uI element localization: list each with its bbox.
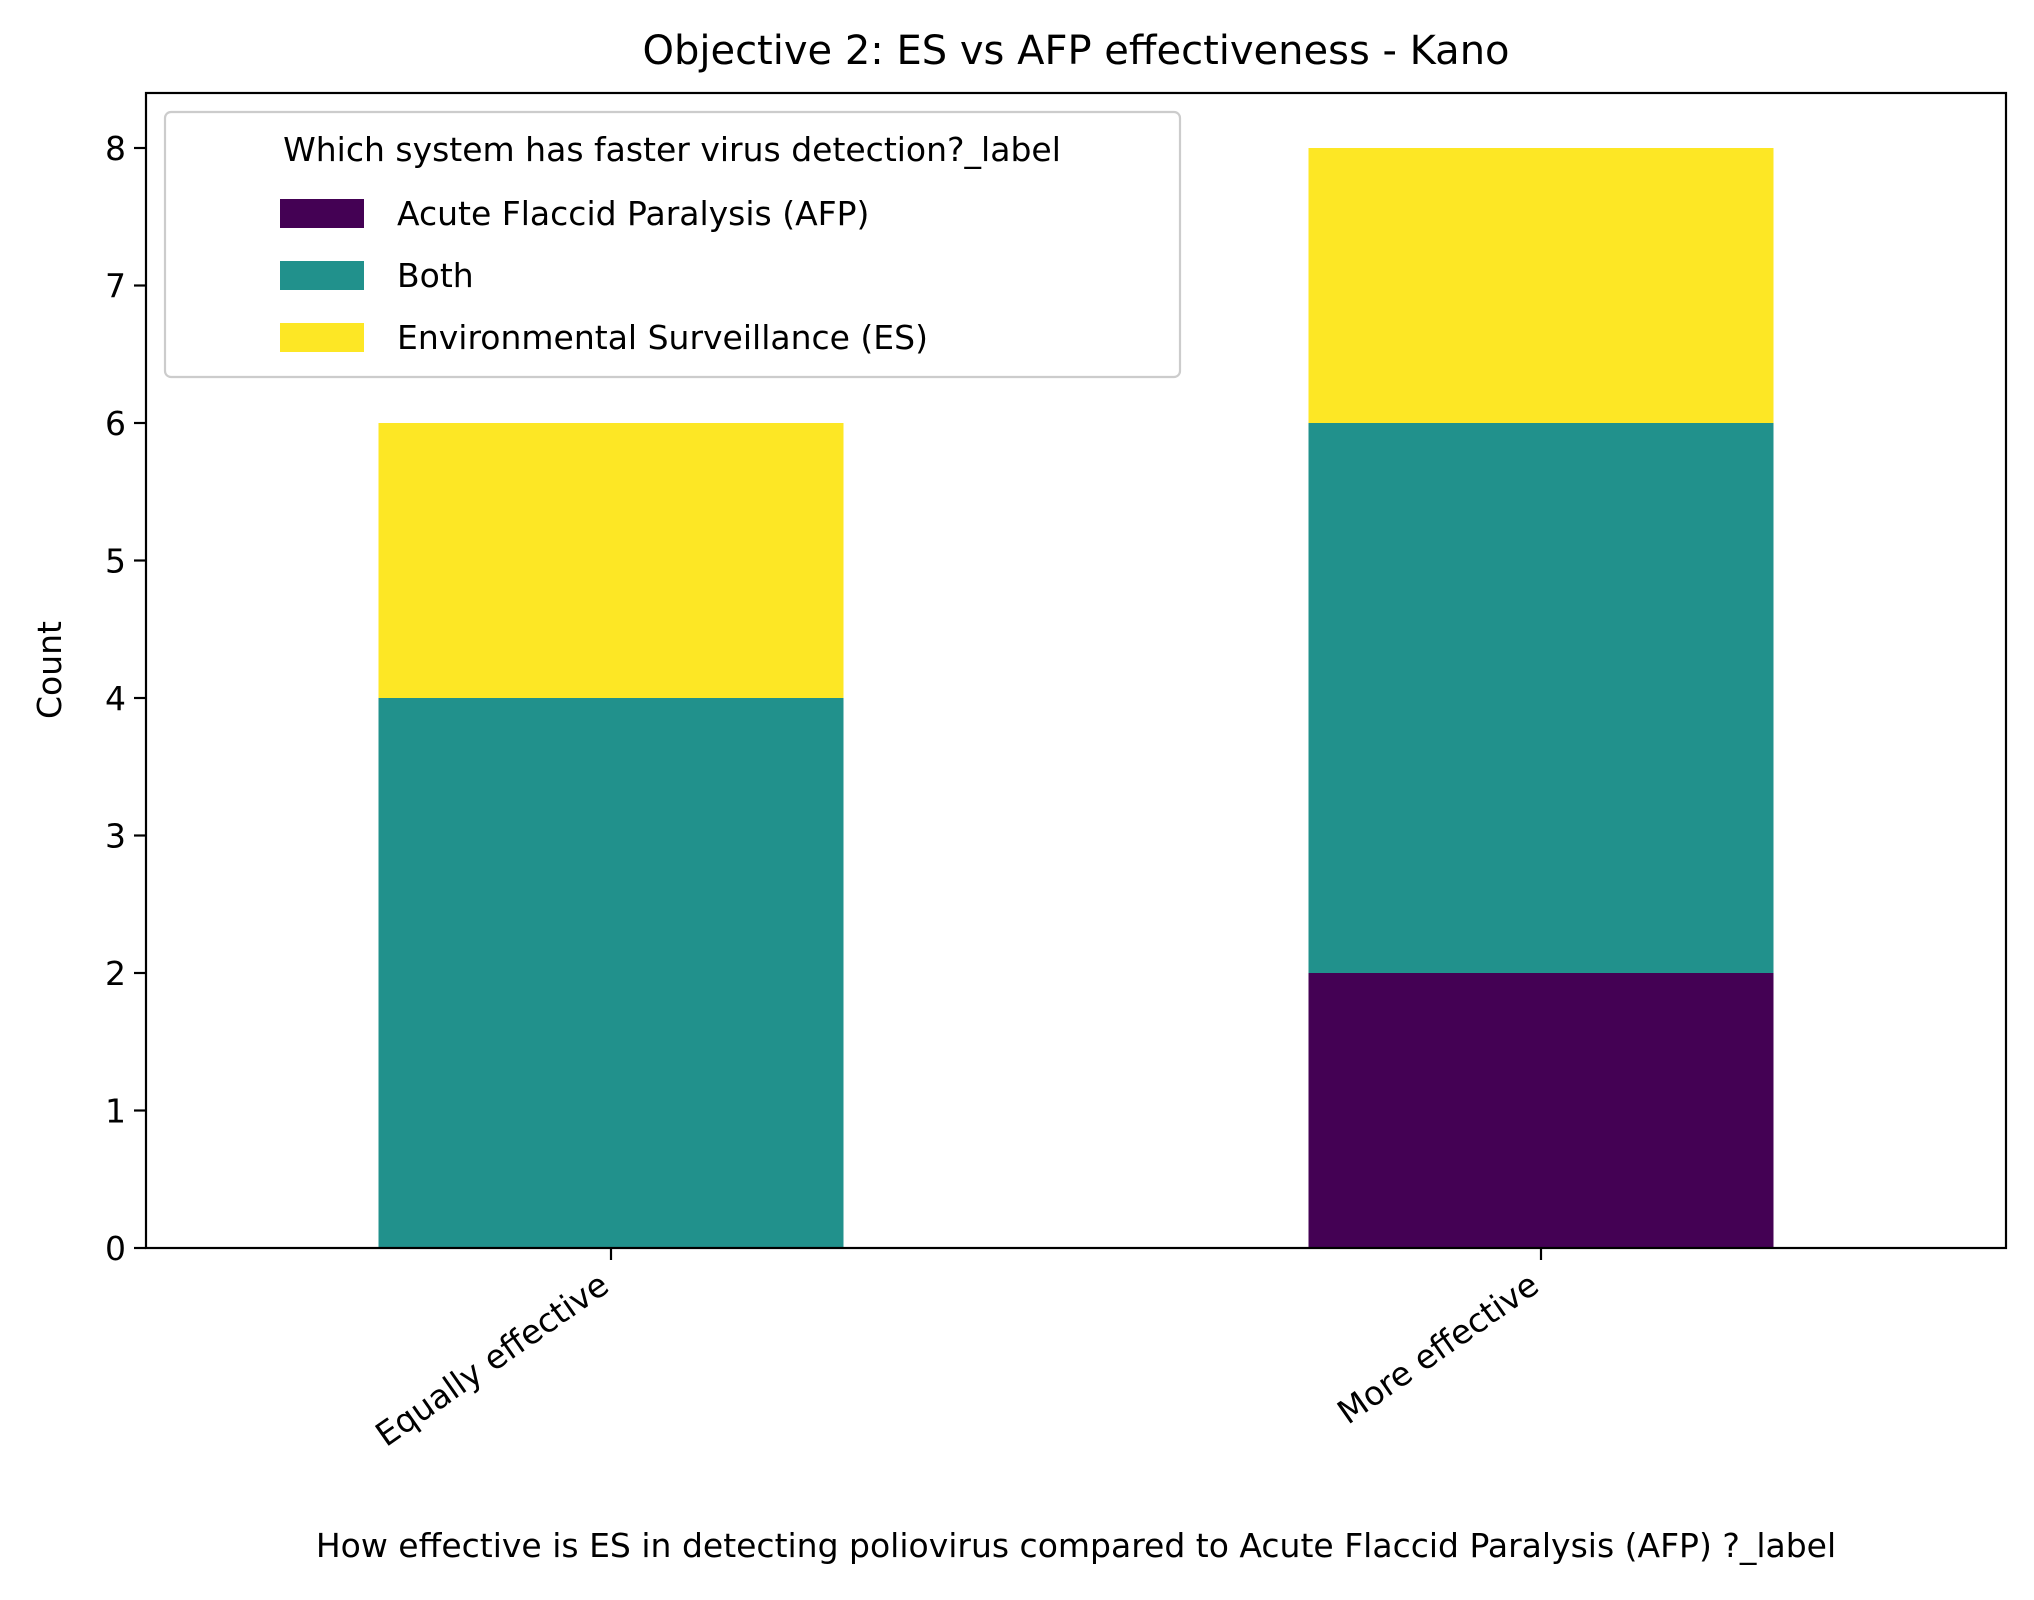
legend-label: Environmental Surveillance (ES): [397, 318, 928, 357]
y-tick-label: 3: [105, 817, 126, 856]
bar-segment: [378, 423, 844, 698]
plot-area: [144, 91, 2008, 1250]
bar-segment: [1308, 148, 1774, 423]
y-axis-label: Count: [30, 621, 69, 719]
chart-title: Objective 2: ES vs AFP effectiveness - K…: [642, 28, 1509, 74]
legend-swatch: [280, 199, 364, 228]
bar-segment: [1308, 423, 1774, 973]
legend-label: Both: [397, 256, 474, 295]
legend-swatch: [280, 261, 364, 290]
bar-segment: [378, 698, 844, 1248]
plot-frame: [144, 91, 2008, 1250]
y-tick-label: 2: [105, 954, 126, 993]
y-axis: 0 1 2 3 4 5 6 7 8: [105, 129, 146, 1268]
y-tick-label: 6: [105, 404, 126, 443]
y-tick-label: 7: [105, 267, 126, 306]
y-tick-label: 0: [105, 1229, 126, 1268]
x-axis: Equally effective More effective: [368, 1248, 1546, 1455]
x-axis-label: How effective is ES in detecting poliovi…: [316, 1526, 1836, 1565]
legend-frame: [163, 110, 1182, 379]
x-tick-label: Equally effective: [368, 1265, 615, 1455]
legend-title: Which system has faster virus detection?…: [283, 130, 1061, 169]
y-tick-label: 4: [105, 679, 126, 718]
legend-label: Acute Flaccid Paralysis (AFP): [397, 194, 869, 233]
legend: Which system has faster virus detection?…: [163, 110, 1182, 379]
x-tick-label: More effective: [1330, 1265, 1545, 1432]
y-tick-label: 1: [105, 1092, 126, 1131]
bar-segment: [1308, 973, 1774, 1248]
y-tick-label: 5: [105, 542, 126, 581]
legend-swatch: [280, 323, 364, 352]
legend-entries: Acute Flaccid Paralysis (AFP) Both Environ…: [280, 194, 928, 357]
bars: [378, 148, 1774, 1248]
y-tick-label: 8: [105, 129, 126, 168]
